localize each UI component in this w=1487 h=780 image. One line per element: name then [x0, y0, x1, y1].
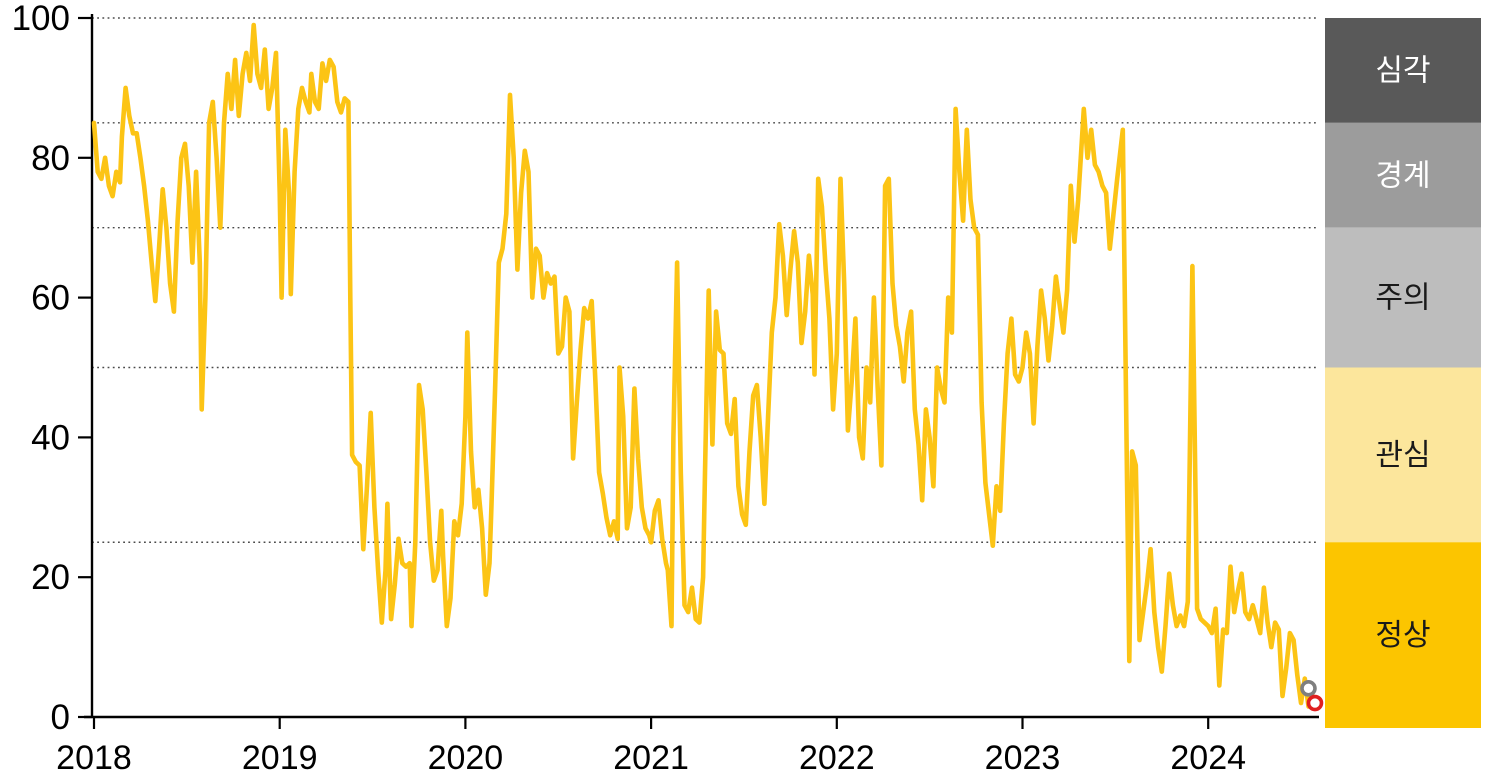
legend-band-0 — [1325, 18, 1481, 123]
legend-band-1 — [1325, 122, 1481, 228]
legend-band-label-2: 주의 — [1375, 282, 1430, 315]
legend-band-3 — [1325, 367, 1481, 543]
legend-band-label-3: 관심 — [1375, 439, 1430, 472]
y-tick-label-20: 20 — [31, 558, 70, 597]
latest-point-marker — [1306, 694, 1324, 712]
y-axis: 0 20 40 60 80 100 — [12, 0, 94, 737]
x-tick-label-2024: 2024 — [1170, 739, 1246, 777]
x-tick-label-2022: 2022 — [799, 739, 875, 777]
previous-point-marker — [1300, 680, 1317, 697]
y-tick-label-60: 60 — [31, 279, 70, 318]
y-tick-label-0: 0 — [51, 698, 70, 737]
x-tick-label-2023: 2023 — [985, 739, 1061, 777]
legend-band-label-1: 경계 — [1375, 159, 1430, 192]
x-tick-label-2020: 2020 — [428, 739, 504, 777]
y-tick-label-100: 100 — [12, 0, 70, 38]
index-line — [91, 22, 1319, 709]
legend-band-label-0: 심각 — [1375, 54, 1430, 87]
x-tick-label-2019: 2019 — [242, 739, 318, 777]
x-tick-label-2021: 2021 — [613, 739, 689, 777]
legend-band-label-4: 정상 — [1375, 619, 1430, 652]
index-line-group — [91, 22, 1319, 709]
x-axis: 2018 2019 2020 2021 2022 2023 2024 — [56, 715, 1319, 777]
y-tick-label-40: 40 — [31, 418, 70, 457]
end-markers — [1300, 680, 1324, 712]
y-tick-label-80: 80 — [31, 139, 70, 178]
legend-band-2 — [1325, 227, 1481, 368]
legend-band-4 — [1325, 542, 1481, 728]
x-tick-label-2018: 2018 — [56, 739, 132, 777]
